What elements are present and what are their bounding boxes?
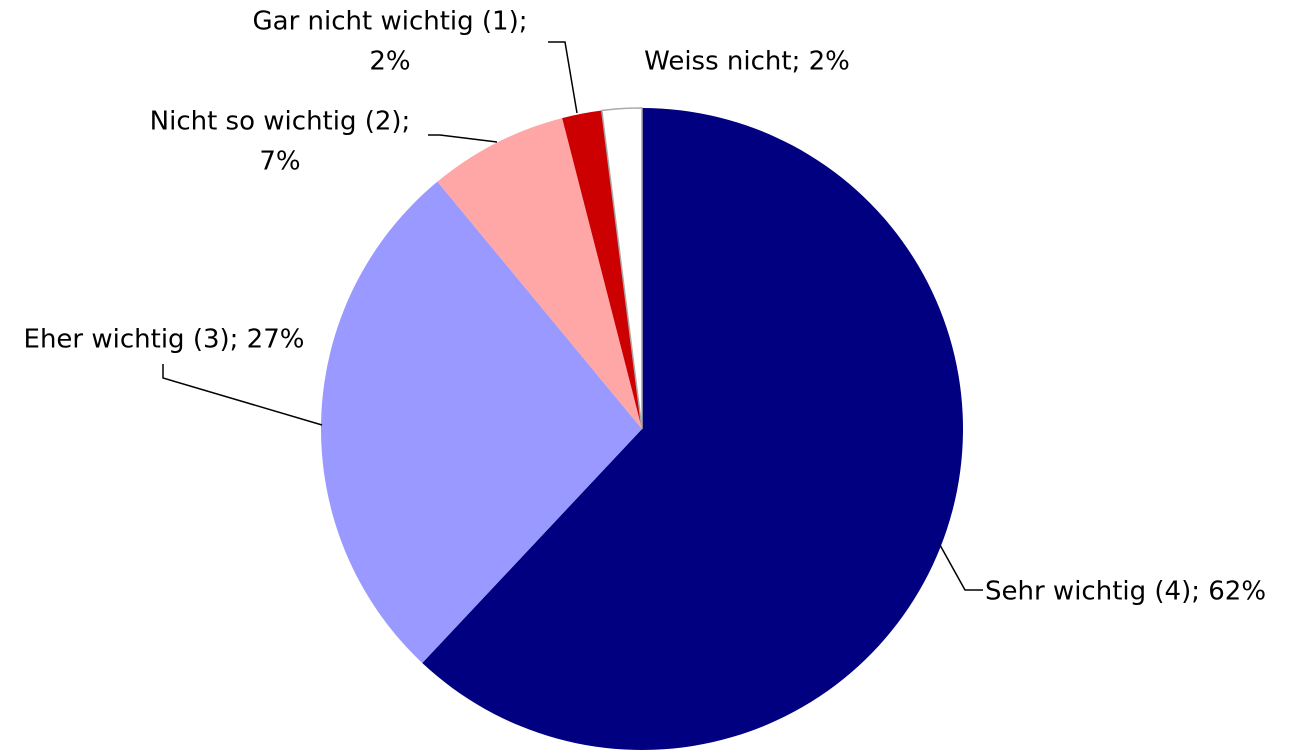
- data-label: Sehr wichtig (4); 62%: [985, 577, 1266, 607]
- pie-slice: [437, 118, 642, 429]
- pie-slice: [562, 110, 642, 429]
- pie-slice: [321, 181, 642, 663]
- data-label: 2%: [369, 47, 410, 77]
- leader-line: [939, 544, 983, 591]
- pie-slice: [600, 107, 643, 430]
- data-label: Gar nicht wichtig (1);: [252, 7, 527, 37]
- pie-slice: [422, 108, 964, 751]
- data-label: Nicht so wichtig (2);: [150, 107, 411, 137]
- leader-line: [548, 41, 578, 114]
- data-label: Eher wichtig (3); 27%: [24, 325, 305, 355]
- leader-lines: [162, 41, 983, 591]
- leader-line: [428, 134, 498, 143]
- leader-line: [162, 364, 323, 426]
- data-label: 7%: [259, 147, 300, 177]
- data-label: Weiss nicht; 2%: [644, 47, 850, 77]
